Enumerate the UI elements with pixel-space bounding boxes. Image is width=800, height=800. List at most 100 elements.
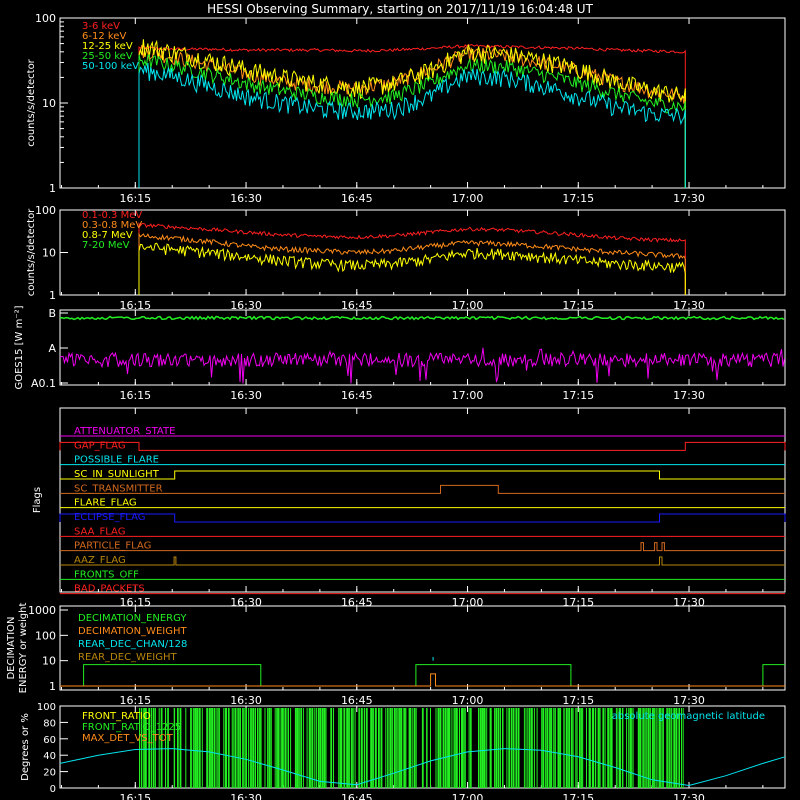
ratio-bar <box>545 708 547 788</box>
ratio-bar <box>267 708 269 788</box>
flag-line-4 <box>60 484 785 494</box>
hxr-xtick-label: 17:00 <box>452 192 484 205</box>
ratio-bar <box>656 708 658 788</box>
ratio-bar <box>237 708 239 788</box>
ratio-bar <box>666 708 668 788</box>
ratio-bar <box>396 708 398 788</box>
ratio-bar <box>500 708 501 788</box>
ratio-bar <box>213 708 216 788</box>
ratio-bar <box>270 708 272 788</box>
ratio-bar <box>413 708 416 788</box>
flag-label-8: PARTICLE_FLAG <box>74 541 151 552</box>
ratio-bar <box>639 708 642 788</box>
ratio-bar <box>234 708 237 788</box>
flag-label-7: SAA_FLAG <box>74 526 125 537</box>
flags-ylabel: Flags <box>32 487 43 513</box>
ratio-bar <box>553 708 555 788</box>
flag-line-8 <box>60 542 785 552</box>
ratio-bar <box>572 708 574 788</box>
ratio-annotation: absolute geomagnetic latitude <box>612 711 765 722</box>
gamma-legend-3: 7-20 MeV <box>82 240 130 251</box>
dec-ytick-label: 1 <box>49 680 56 693</box>
ratio-bar <box>277 708 280 788</box>
ratio-bar <box>668 708 670 788</box>
ratio-bar <box>385 708 387 788</box>
ratio-bar <box>243 708 245 788</box>
ratio-bar <box>550 708 553 788</box>
ratio-bar <box>611 708 613 788</box>
dec-ytick-label: 10 <box>42 655 56 668</box>
ratio-bar <box>228 708 230 788</box>
ratio-ytick-label: 100 <box>37 702 56 713</box>
ratio-bar <box>173 708 176 788</box>
dec-legend-2: REAR_DEC_CHAN/128 <box>78 639 187 650</box>
gamma-legend-0: 0.1-0.3 MeV <box>82 210 142 221</box>
ratio-xtick-label: 17:15 <box>562 792 594 800</box>
ratio-bar <box>264 708 266 788</box>
ratio-bar <box>409 708 412 788</box>
ratio-bar <box>486 708 488 788</box>
hxr-series-0 <box>138 43 686 188</box>
ratio-bar <box>594 708 597 788</box>
panel-goes: 16:15 16:30 16:45 17:00 17:15 17:30 A0.1 A B GOES… <box>14 305 786 402</box>
ratio-bar <box>393 708 396 788</box>
ratio-bar <box>148 708 150 788</box>
ratio-bar <box>198 708 201 788</box>
ratio-bar <box>632 708 634 788</box>
gamma-xtick-label: 17:15 <box>562 299 594 312</box>
ratio-bar <box>210 708 212 788</box>
ratio-bar <box>454 708 456 788</box>
dec-series-0 <box>60 664 785 687</box>
ratio-bar <box>360 708 363 788</box>
ratio-bar <box>380 708 383 788</box>
ratio-bar <box>387 708 389 788</box>
ratio-ylabel: Degrees or % <box>20 713 31 781</box>
ratio-bar <box>449 708 451 788</box>
ratio-bar <box>461 708 462 788</box>
ratio-bar <box>233 708 235 788</box>
ratio-bar <box>217 708 219 788</box>
ratio-bar <box>346 708 348 788</box>
ratio-bar <box>358 708 360 788</box>
ratio-bar <box>212 708 214 788</box>
hxr-ytick-label: 1 <box>49 182 56 195</box>
decimation-xtick-label: 17:30 <box>673 694 705 707</box>
gamma-ytick-label: 1 <box>49 289 56 302</box>
ratio-bar <box>628 708 630 788</box>
hxr-legend-0: 3-6 keV <box>82 21 120 32</box>
ratio-bar <box>462 708 464 788</box>
ratio-bar <box>348 708 350 788</box>
ratio-bar <box>333 708 334 788</box>
ratio-bar <box>536 708 538 788</box>
hxr-series-3 <box>138 54 686 188</box>
ratio-bar <box>352 708 354 788</box>
ratio-bar <box>165 708 167 788</box>
ratio-bar <box>649 708 651 788</box>
ratio-bar <box>586 708 587 788</box>
hxr-xtick-label: 16:30 <box>230 192 262 205</box>
ratio-bar <box>249 708 251 788</box>
ratio-bar <box>260 708 262 788</box>
goes-xtick-label: 16:45 <box>341 389 373 402</box>
decimation-xtick-label: 16:15 <box>119 694 151 707</box>
ratio-bar <box>276 708 278 788</box>
ratio-bar <box>321 708 324 788</box>
ratio-bar <box>185 708 187 788</box>
ratio-bar <box>415 708 417 788</box>
ratio-bar <box>658 708 661 788</box>
ratio-bar <box>437 708 440 788</box>
ratio-bar <box>575 708 577 788</box>
ratio-bar <box>468 708 470 788</box>
ratio-bar <box>582 708 584 788</box>
ratio-bar <box>607 708 609 788</box>
ratio-bar <box>571 708 573 788</box>
hxr-xtick-label: 16:15 <box>119 192 151 205</box>
ratio-bar <box>421 708 424 788</box>
gamma-ytick-label: 100 <box>35 204 56 217</box>
decimation-frame <box>59 605 786 691</box>
flag-label-1: GAP_FLAG <box>74 440 126 451</box>
ratio-bar <box>389 708 392 788</box>
ratio-bar <box>154 708 156 788</box>
ratio-xtick-label: 17:30 <box>673 792 705 800</box>
